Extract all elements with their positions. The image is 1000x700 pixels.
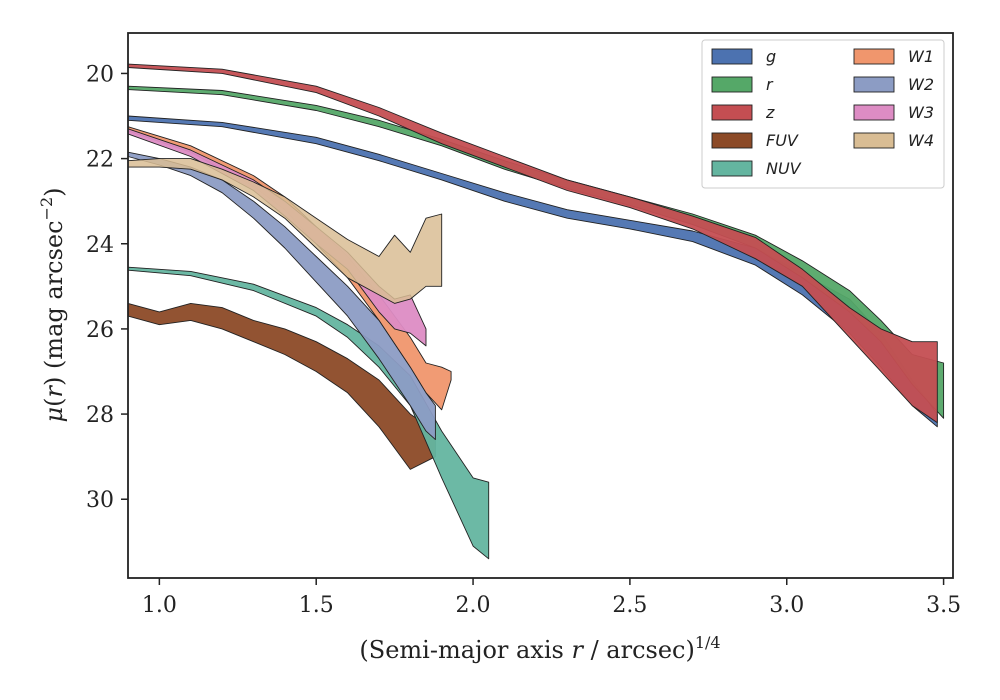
legend-swatch-w1 bbox=[853, 48, 895, 65]
legend-label-w4: W4 bbox=[908, 131, 934, 150]
legend: grz FUV NUV W1 W2 W3 W4 bbox=[701, 39, 945, 189]
legend-swatch-w2 bbox=[853, 76, 895, 93]
legend-label-w2: W2 bbox=[908, 75, 934, 94]
x-tick-label: 1.0 bbox=[142, 593, 177, 618]
y-tick-label: 30 bbox=[86, 488, 114, 513]
legend-label-w3: W3 bbox=[908, 103, 934, 122]
legend-swatch-g bbox=[711, 48, 753, 65]
x-tick-label: 1.5 bbox=[299, 593, 334, 618]
legend-swatch-w4 bbox=[853, 132, 895, 149]
legend-swatch-fuv bbox=[711, 132, 753, 149]
legend-label-r: r bbox=[766, 75, 774, 94]
legend-swatch-r bbox=[711, 76, 753, 93]
y-axis-label: μ(r) (mag arcsec−2) bbox=[37, 187, 68, 422]
legend-label-fuv: FUV bbox=[766, 131, 799, 150]
legend-label-g: g bbox=[766, 47, 776, 66]
band-g bbox=[127, 115, 938, 428]
legend-label-z: z bbox=[765, 103, 775, 122]
band-w4 bbox=[127, 158, 443, 304]
y-tick-label: 26 bbox=[86, 318, 114, 343]
y-tick-label: 28 bbox=[86, 403, 114, 428]
x-tick-label: 3.5 bbox=[926, 593, 961, 618]
y-tick-label: 20 bbox=[86, 62, 114, 87]
x-tick-label: 2.5 bbox=[612, 593, 647, 618]
legend-label-nuv: NUV bbox=[766, 159, 802, 178]
profile-bands bbox=[127, 63, 945, 560]
legend-swatch-nuv bbox=[711, 160, 753, 177]
x-axis-label: (Semi-major axis r / arcsec)1/4 bbox=[359, 633, 720, 664]
x-axis-ticks: 1.0 1.5 2.0 2.5 3.0 3.5 bbox=[142, 578, 961, 618]
legend-swatch-z bbox=[711, 104, 753, 121]
band-z bbox=[127, 63, 938, 424]
legend-swatch-w3 bbox=[853, 104, 895, 121]
y-axis-ticks: 20 22 24 26 28 30 bbox=[86, 62, 128, 513]
x-tick-label: 3.0 bbox=[769, 593, 804, 618]
band-w2 bbox=[127, 151, 436, 441]
x-tick-label: 2.0 bbox=[456, 593, 491, 618]
y-tick-label: 24 bbox=[86, 233, 114, 258]
y-tick-label: 22 bbox=[86, 148, 114, 173]
plot-frame bbox=[127, 32, 954, 579]
legend-label-w1: W1 bbox=[908, 47, 934, 66]
